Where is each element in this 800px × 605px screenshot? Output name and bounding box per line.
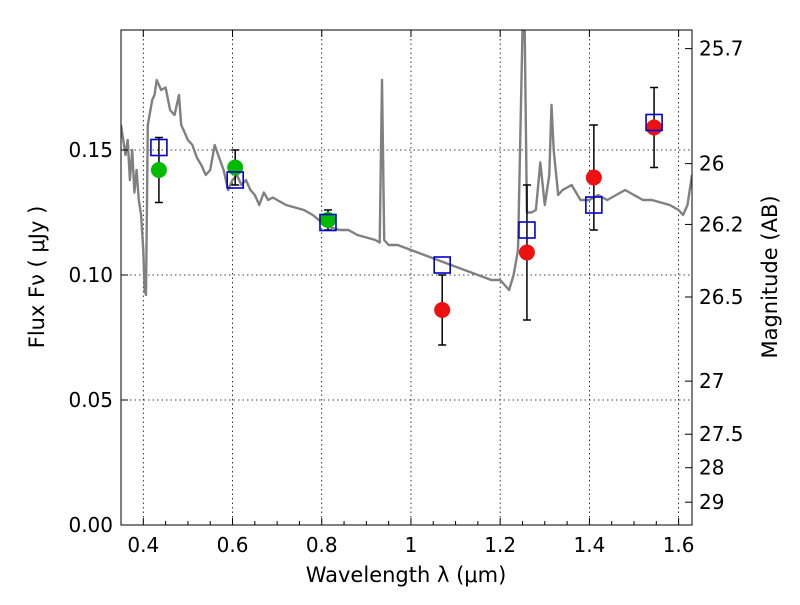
model-point-square (319, 213, 337, 232)
marks-layer (150, 86, 663, 346)
x-tick-label: 1 (405, 533, 418, 557)
y2-tick-label: 26.5 (699, 285, 744, 309)
x-tick-label: 1.4 (573, 533, 605, 557)
model-point-square (518, 221, 536, 239)
y2-tick-label: 29 (699, 490, 724, 514)
model-point-square (645, 113, 663, 132)
x-tick-label: 0.8 (306, 533, 338, 557)
y2-tick-label: 26 (699, 152, 724, 176)
x-axis-label: Wavelength λ (μm) (306, 563, 507, 587)
data-point-circle (518, 244, 535, 261)
y2-tick-label: 26.2 (699, 212, 744, 236)
y-axis-label: Flux Fν ( μJy ) (25, 206, 49, 349)
axes: 0.4 0.6 0.8 1 1.2 1.4 1.6 0.00 0.05 0.10 0.15 25.7 2… (68, 30, 744, 557)
y-tick-label: 0.05 (68, 388, 113, 412)
x-tick-label: 1.2 (484, 533, 516, 557)
data-point-circle (150, 162, 167, 178)
y2-tick-label: 27 (699, 369, 724, 393)
y2-tick-label: 27.5 (699, 422, 744, 446)
y2-tick-label: 28 (699, 456, 724, 480)
model-point-square (433, 256, 451, 274)
data-point-circle (434, 302, 451, 318)
model-point-square (226, 171, 244, 189)
data-point-circle (646, 119, 663, 136)
plot-area (121, 30, 692, 525)
plot-frame (120, 29, 693, 526)
x-tick-label: 0.6 (217, 533, 249, 557)
y-tick-label: 0.15 (68, 138, 113, 162)
x-tick-label: 1.6 (663, 533, 695, 557)
model-point-square (150, 138, 168, 157)
model-point-square (585, 196, 603, 214)
data-point-circle (585, 169, 602, 186)
y-tick-label: 0.10 (68, 263, 113, 287)
y2-tick-label: 25.7 (699, 37, 744, 61)
y2-axis-label: Magnitude (AB) (758, 195, 782, 358)
x-tick-label: 0.4 (127, 533, 159, 557)
y-tick-label: 0.00 (68, 513, 113, 537)
